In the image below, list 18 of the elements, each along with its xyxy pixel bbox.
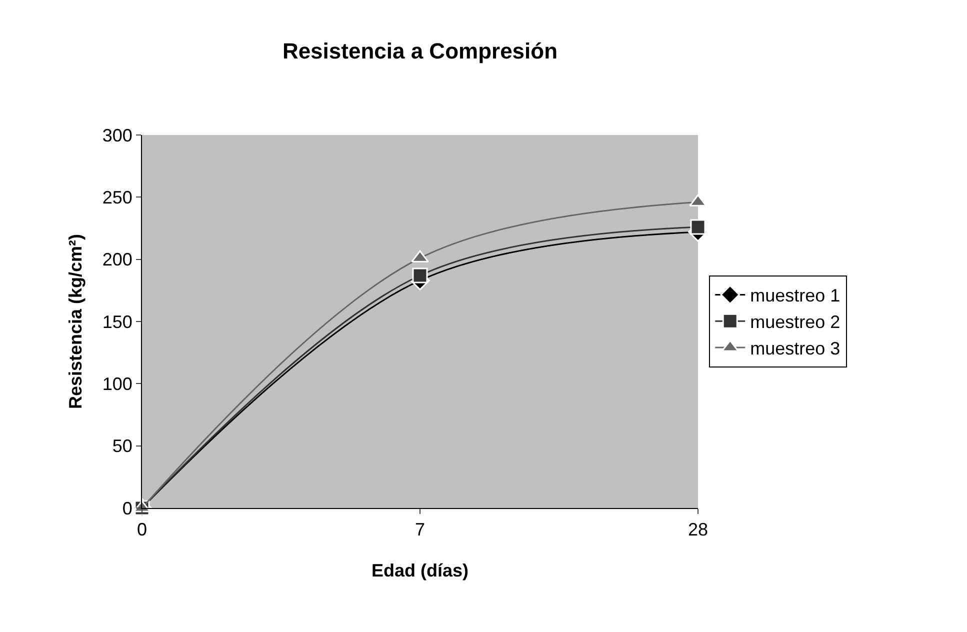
- y-tick-label: 200: [102, 250, 132, 270]
- y-tick-label: 300: [102, 125, 132, 146]
- legend-label: muestreo 2: [750, 312, 840, 332]
- legend-label: muestreo 1: [750, 286, 840, 306]
- point: [412, 268, 428, 284]
- y-tick-label: 0: [122, 498, 132, 518]
- point: [690, 219, 706, 235]
- y-tick-label: 150: [102, 312, 132, 332]
- y-tick-label: 100: [102, 374, 132, 394]
- x-axis-title: Edad (días): [371, 560, 469, 581]
- chart-title: Resistencia a Compresión: [282, 38, 558, 64]
- x-tick-label: 28: [688, 520, 708, 540]
- y-axis-title: Resistencia (kg/cm²): [66, 234, 86, 410]
- legend-label: muestreo 3: [750, 338, 840, 359]
- x-tick-label: 7: [414, 520, 426, 540]
- x-tick-label: 0: [136, 520, 148, 540]
- y-tick-label: 250: [102, 187, 132, 208]
- y-tick-label: 50: [112, 436, 132, 456]
